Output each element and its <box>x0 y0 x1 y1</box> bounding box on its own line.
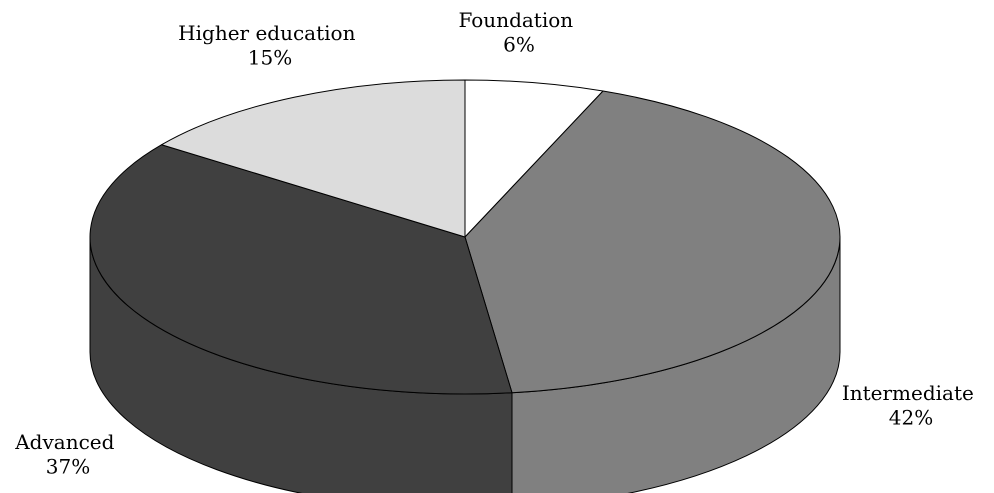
slice-percent-foundation: 6% <box>503 32 535 56</box>
slice-label-intermediate: Intermediate 42% <box>842 381 980 429</box>
pie-top-faces <box>89 79 841 395</box>
slice-name-foundation: Foundation <box>458 8 573 32</box>
slice-percent-advanced: 37% <box>46 454 90 478</box>
slice-label-advanced: Advanced 37% <box>14 430 121 478</box>
slice-label-foundation: Foundation 6% <box>458 8 579 56</box>
pie-slice-intermediate <box>464 90 841 394</box>
pie-labels: Foundation 6% Intermediate 42% Advanced … <box>14 8 980 478</box>
pie-slice-advanced <box>89 144 513 395</box>
slice-name-intermediate: Intermediate <box>842 381 974 405</box>
slice-percent-higher-education: 15% <box>248 45 292 69</box>
pie-slice-higher-education <box>161 79 466 238</box>
slice-name-higher-education: Higher education <box>178 21 355 45</box>
slice-percent-intermediate: 42% <box>889 405 933 429</box>
slice-name-advanced: Advanced <box>14 430 114 454</box>
slice-label-higher-education: Higher education 15% <box>178 21 362 69</box>
pie-slice-foundation <box>464 79 604 238</box>
